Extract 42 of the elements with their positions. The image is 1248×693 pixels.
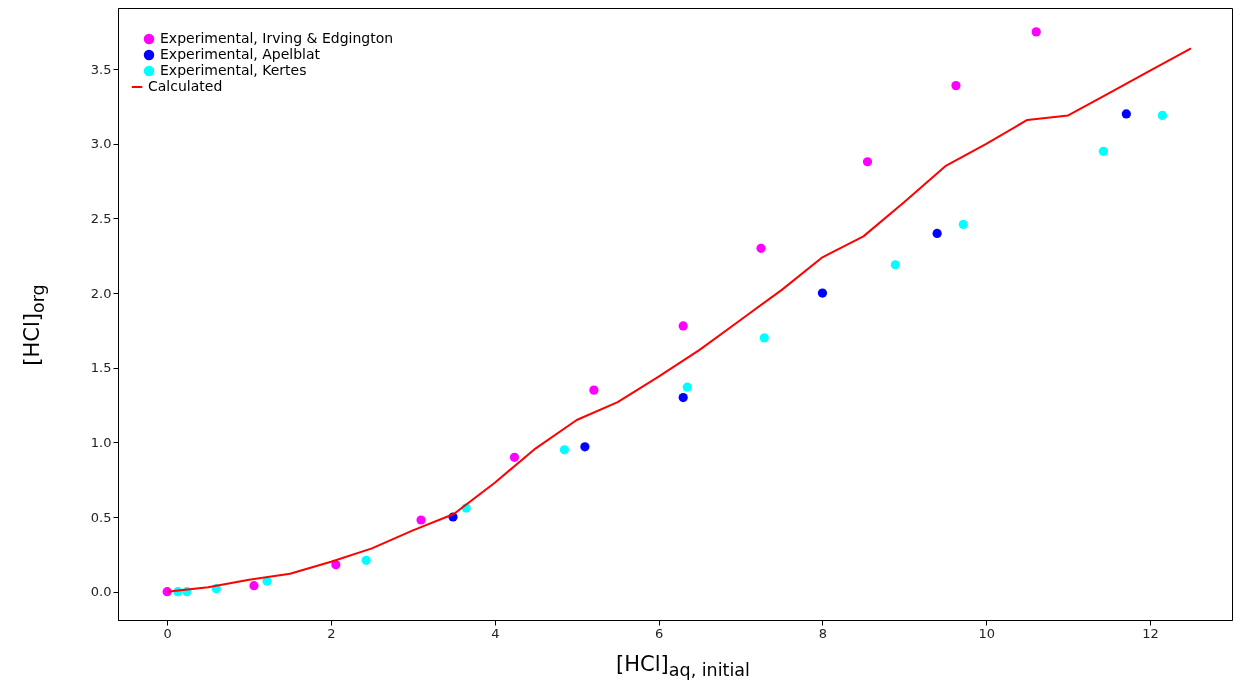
point bbox=[817, 288, 828, 298]
y-tick-label: 1.0 bbox=[90, 434, 112, 450]
point bbox=[756, 243, 766, 253]
y-tick-label: 0.0 bbox=[90, 584, 112, 600]
legend-label: Calculated bbox=[148, 78, 223, 94]
x-tick-label: 2 bbox=[327, 625, 336, 641]
legend-label: Experimental, Irving & Edgington bbox=[160, 30, 394, 46]
y-tick-label: 0.5 bbox=[90, 509, 112, 525]
x-tick-label: 6 bbox=[654, 625, 664, 641]
point bbox=[1121, 109, 1131, 119]
y-tick-label: 3.0 bbox=[90, 136, 112, 152]
x-tick-label: 4 bbox=[491, 625, 500, 641]
y-tick-label: 2.5 bbox=[90, 210, 112, 226]
point bbox=[509, 452, 520, 462]
point bbox=[958, 219, 968, 230]
legend-label: Experimental, Kertes bbox=[160, 62, 307, 78]
point bbox=[759, 333, 769, 343]
y-tick-label: 2.0 bbox=[90, 285, 112, 301]
point bbox=[361, 555, 371, 565]
point bbox=[1157, 110, 1167, 121]
point bbox=[862, 157, 873, 167]
x-tick-label: 12 bbox=[1142, 625, 1159, 641]
y-tick-label: 1.5 bbox=[90, 360, 112, 376]
point bbox=[682, 382, 692, 392]
x-tick-label: 8 bbox=[818, 625, 828, 641]
point bbox=[1031, 27, 1041, 37]
x-tick-label: 0 bbox=[163, 625, 172, 641]
point bbox=[249, 581, 259, 591]
point bbox=[580, 442, 590, 452]
x-tick-label: 10 bbox=[978, 625, 996, 641]
legend-label: Experimental, Apelblat bbox=[160, 46, 321, 62]
point bbox=[416, 515, 426, 525]
point bbox=[951, 81, 961, 91]
point bbox=[559, 445, 570, 455]
x-axis-title: [HCl]$_{aq, initial}$ bbox=[616, 652, 750, 681]
point bbox=[678, 321, 688, 331]
point bbox=[1098, 146, 1109, 156]
point bbox=[890, 260, 900, 270]
point bbox=[678, 392, 688, 403]
y-tick-label: 3.5 bbox=[90, 61, 112, 77]
point bbox=[932, 228, 942, 238]
point bbox=[589, 385, 599, 395]
